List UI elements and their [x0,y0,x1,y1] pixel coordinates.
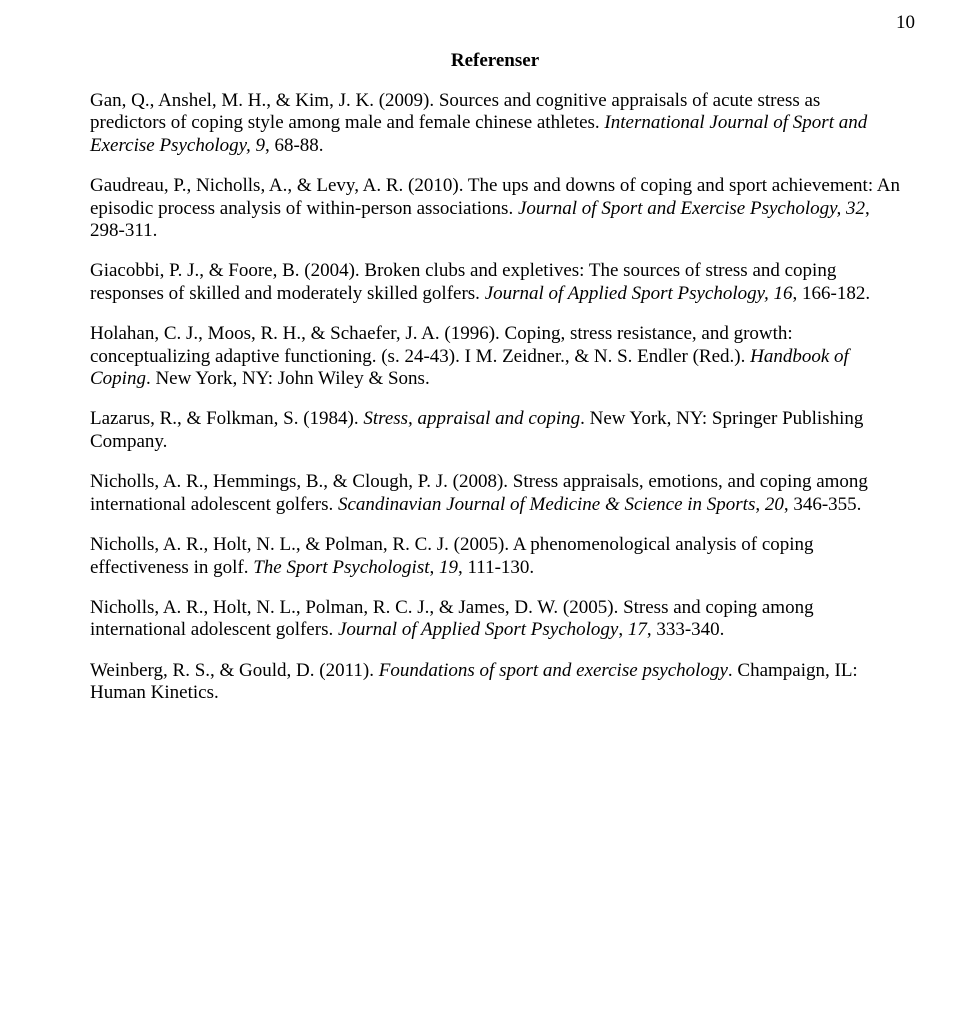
ref-italic: Scandinavian Journal of Medicine & Scien… [338,494,755,515]
ref-text: , [755,494,765,515]
ref-italic: Stress, appraisal and coping [363,408,580,429]
reference-entry: Giacobbi, P. J., & Foore, B. (2004). Bro… [90,260,900,305]
ref-text: , 68-88. [265,135,324,156]
ref-italic: 19 [439,557,458,578]
reference-entry: Holahan, C. J., Moos, R. H., & Schaefer,… [90,323,900,390]
ref-text: , 166-182. [793,283,871,304]
reference-entry: Nicholls, A. R., Holt, N. L., & Polman, … [90,534,900,579]
ref-text: , 111-130. [458,557,534,578]
ref-italic: 20 [765,494,784,515]
ref-text: , 346-355. [784,494,862,515]
ref-text: , [430,557,440,578]
reference-entry: Gaudreau, P., Nicholls, A., & Levy, A. R… [90,175,900,242]
reference-entry: Nicholls, A. R., Hemmings, B., & Clough,… [90,471,900,516]
ref-text: . New York, NY: John Wiley & Sons. [146,368,430,389]
ref-italic: 17 [628,619,647,640]
ref-italic: Foundations of sport and exercise psycho… [379,660,728,681]
page-number: 10 [896,12,915,34]
ref-italic: Journal of Applied Sport Psychology [338,619,618,640]
ref-italic: Journal of Applied Sport Psychology, 16 [485,283,793,304]
reference-entry: Nicholls, A. R., Holt, N. L., Polman, R.… [90,597,900,642]
ref-text: Lazarus, R., & Folkman, S. (1984). [90,408,363,429]
ref-text: Weinberg, R. S., & Gould, D. (2011). [90,660,379,681]
ref-text: , [618,619,628,640]
reference-entry: Lazarus, R., & Folkman, S. (1984). Stres… [90,408,900,453]
ref-text: , 333-340. [647,619,725,640]
ref-italic: The Sport Psychologist [253,557,429,578]
ref-text: Holahan, C. J., Moos, R. H., & Schaefer,… [90,323,793,366]
page: 10 Referenser Gan, Q., Anshel, M. H., & … [0,0,960,753]
references-title: Referenser [90,50,900,72]
ref-italic: Journal of Sport and Exercise Psychology… [518,198,865,219]
reference-entry: Weinberg, R. S., & Gould, D. (2011). Fou… [90,660,900,705]
reference-entry: Gan, Q., Anshel, M. H., & Kim, J. K. (20… [90,90,900,157]
